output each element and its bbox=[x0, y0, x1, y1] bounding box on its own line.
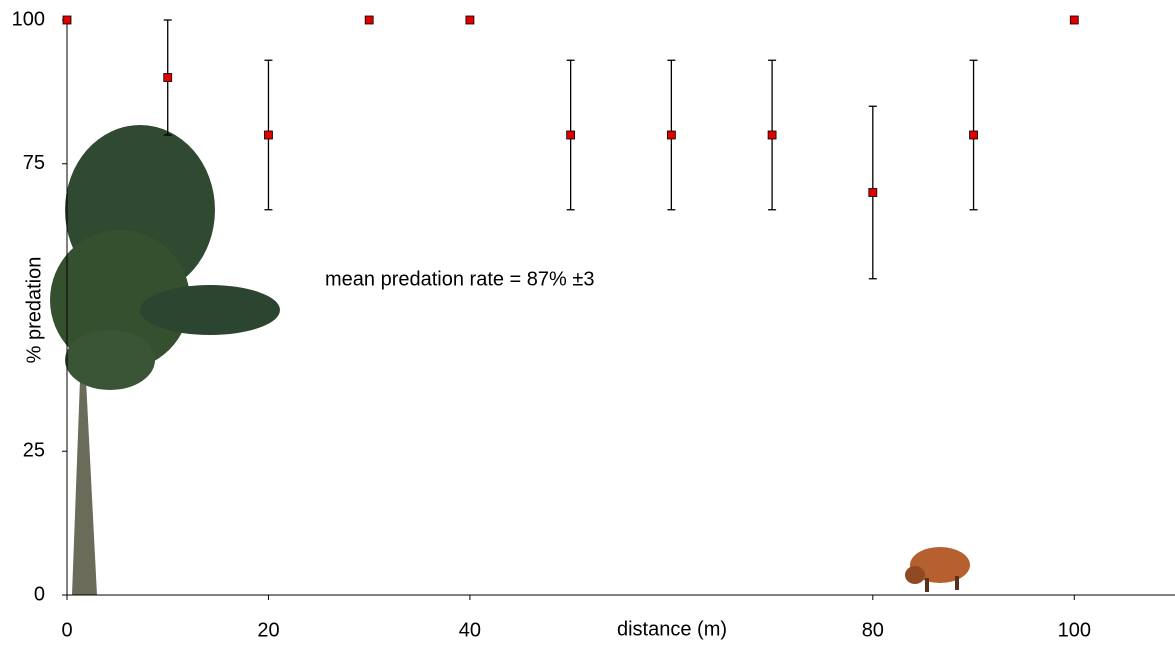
point bbox=[767, 130, 777, 140]
point bbox=[465, 15, 475, 25]
point bbox=[264, 130, 273, 140]
x-tick-label: 100 bbox=[1058, 619, 1091, 641]
y-tick-label: 75 bbox=[23, 152, 45, 174]
point bbox=[666, 130, 676, 140]
x-tick-label: 20 bbox=[257, 619, 279, 641]
x-tick-label: 0 bbox=[61, 619, 72, 641]
y-tick-label: 25 bbox=[23, 440, 45, 462]
y-axis-title: % predation bbox=[23, 257, 45, 364]
point bbox=[364, 15, 374, 25]
x-axis-title: distance (m) bbox=[617, 618, 727, 640]
point bbox=[163, 73, 173, 82]
point bbox=[1069, 15, 1079, 25]
point bbox=[868, 188, 878, 197]
tree-illustration bbox=[50, 125, 280, 595]
y-tick-label: 100 bbox=[12, 8, 45, 30]
pig-illustration bbox=[905, 547, 970, 592]
point bbox=[62, 15, 72, 25]
y-tick-label: 0 bbox=[34, 583, 45, 605]
point bbox=[969, 130, 978, 140]
annotation: mean predation rate = 87% ±3 bbox=[325, 268, 594, 290]
point bbox=[566, 130, 576, 140]
x-tick-label: 80 bbox=[862, 619, 884, 641]
x-tick-label: 40 bbox=[459, 619, 481, 641]
